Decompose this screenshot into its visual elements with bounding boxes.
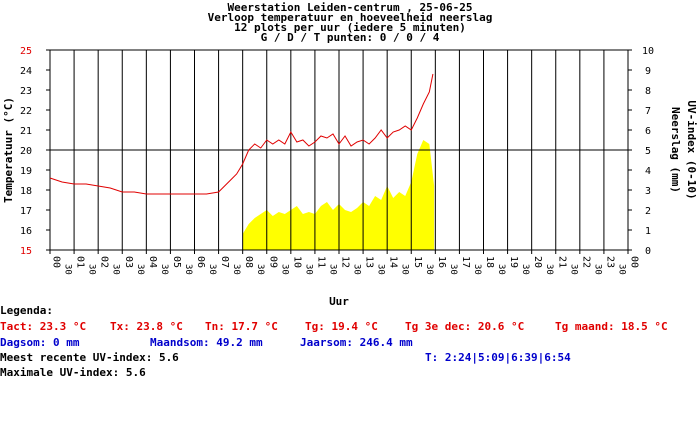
- chart-subtitle: Verloop temperatuur en hoeveelheid neers…: [207, 11, 493, 24]
- chart-svg: 1516171819202122232425012345678910003001…: [2, 46, 698, 308]
- x-tick-label: 00: [51, 256, 62, 268]
- y-tick-label-left: 24: [20, 66, 32, 77]
- x-tick-label: 00: [629, 256, 640, 268]
- x-tick-half-label: 30: [63, 264, 73, 275]
- y-tick-label-right: 1: [645, 226, 651, 237]
- y-tick-label-left: 15: [20, 246, 32, 257]
- legend-tx: Tx: 23.8 °C: [110, 320, 183, 333]
- x-tick-label: 01: [75, 256, 86, 268]
- x-tick-half-label: 30: [592, 264, 602, 275]
- legend-title: Legenda:: [0, 304, 53, 317]
- legend-maandsom: Maandsom: 49.2 mm: [150, 336, 263, 349]
- legend-tg: Tg: 19.4 °C: [305, 320, 378, 333]
- x-tick-half-label: 30: [159, 264, 169, 275]
- x-tick-label: 02: [99, 256, 110, 268]
- x-tick-half-label: 30: [400, 264, 410, 275]
- x-tick-half-label: 30: [616, 264, 626, 275]
- x-tick-label: 19: [508, 256, 519, 268]
- x-tick-half-label: 30: [544, 264, 554, 275]
- x-tick-label: 20: [532, 256, 543, 268]
- x-tick-half-label: 30: [496, 264, 506, 275]
- x-tick-half-label: 30: [352, 264, 362, 275]
- x-tick-half-label: 30: [111, 264, 121, 275]
- x-tick-label: 06: [195, 256, 206, 268]
- x-tick-label: 09: [267, 256, 278, 268]
- y-tick-label-left: 16: [20, 226, 32, 237]
- x-tick-label: 21: [556, 256, 567, 268]
- legend-tgm: Tg maand: 18.5 °C: [555, 320, 668, 333]
- y-tick-label-right: 9: [645, 66, 651, 77]
- x-tick-half-label: 30: [424, 264, 434, 275]
- x-tick-half-label: 30: [448, 264, 458, 275]
- x-tick-label: 03: [123, 256, 134, 268]
- y-tick-label-right: 7: [645, 106, 651, 117]
- x-tick-half-label: 30: [135, 264, 145, 275]
- y-tick-label-right: 10: [642, 46, 654, 57]
- x-tick-label: 10: [291, 256, 302, 268]
- chart-title: Weerstation Leiden-centrum , 25-06-25: [227, 1, 473, 14]
- y-tick-label-left: 18: [20, 186, 32, 197]
- y-tick-label-left: 25: [20, 46, 32, 57]
- x-tick-label: 14: [388, 256, 399, 268]
- x-tick-label: 16: [436, 256, 447, 268]
- legend-uv-max: Maximale UV-index: 5.6: [0, 366, 146, 379]
- y-tick-label-right: 5: [645, 146, 651, 157]
- chart-subtitle-3: G / D / T punten: 0 / 0 / 4: [260, 31, 440, 44]
- x-tick-half-label: 30: [568, 264, 578, 275]
- y-tick-label-left: 20: [20, 146, 32, 157]
- x-tick-half-label: 30: [303, 264, 313, 275]
- x-tick-half-label: 30: [207, 264, 217, 275]
- y-tick-label-right: 3: [645, 186, 651, 197]
- y-tick-label-right: 6: [645, 126, 651, 137]
- legend-tn: Tn: 17.7 °C: [205, 320, 278, 333]
- uv-area: [242, 140, 435, 250]
- x-tick-label: 22: [580, 256, 591, 268]
- y-axis-label-right-outer: UV-index (0-10): [685, 100, 698, 199]
- x-tick-half-label: 30: [279, 264, 289, 275]
- y-tick-label-left: 22: [20, 106, 32, 117]
- y-tick-label-right: 2: [645, 206, 651, 217]
- x-tick-label: 15: [412, 256, 423, 268]
- y-axis-label-left: Temperatuur (°C): [2, 97, 15, 203]
- y-tick-label-left: 21: [20, 126, 32, 137]
- x-tick-label: 11: [315, 256, 326, 268]
- x-tick-label: 05: [171, 256, 182, 268]
- legend-dagsom: Dagsom: 0 mm: [0, 336, 80, 349]
- x-tick-label: 12: [340, 256, 351, 268]
- x-tick-half-label: 30: [520, 264, 530, 275]
- x-tick-half-label: 30: [327, 264, 337, 275]
- legend-tact: Tact: 23.3 °C: [0, 320, 87, 333]
- legend-jaarsom: Jaarsom: 246.4 mm: [300, 336, 413, 349]
- x-tick-half-label: 30: [472, 264, 482, 275]
- y-axis-label-right-inner: Neerslag (mm): [669, 107, 682, 193]
- y-tick-label-left: 23: [20, 86, 32, 97]
- y-tick-label-left: 19: [20, 166, 32, 177]
- x-tick-half-label: 30: [231, 264, 241, 275]
- x-tick-label: 07: [219, 256, 230, 268]
- temperature-line: [49, 73, 434, 195]
- legend-uv-recent: Meest recente UV-index: 5.6: [0, 351, 179, 364]
- x-tick-label: 13: [364, 256, 375, 268]
- x-tick-label: 18: [484, 256, 495, 268]
- x-tick-label: 04: [147, 256, 158, 268]
- y-tick-label-right: 4: [645, 166, 651, 177]
- x-tick-label: 23: [604, 256, 615, 268]
- x-tick-half-label: 30: [255, 264, 265, 275]
- y-tick-label-right: 0: [645, 246, 651, 257]
- legend-tg3: Tg 3e dec: 20.6 °C: [405, 320, 525, 333]
- legend-times: T: 2:24|5:09|6:39|6:54: [425, 351, 571, 364]
- y-tick-label-left: 17: [20, 206, 32, 217]
- x-tick-label: 08: [243, 256, 254, 268]
- x-tick-half-label: 30: [183, 264, 193, 275]
- y-tick-label-right: 8: [645, 86, 651, 97]
- chart-subtitle-2: 12 plots per uur (iedere 5 minuten): [234, 21, 466, 34]
- x-tick-label: 17: [460, 256, 471, 268]
- x-axis-label: Uur: [329, 295, 349, 308]
- x-tick-half-label: 30: [376, 264, 386, 275]
- x-tick-half-label: 30: [87, 264, 97, 275]
